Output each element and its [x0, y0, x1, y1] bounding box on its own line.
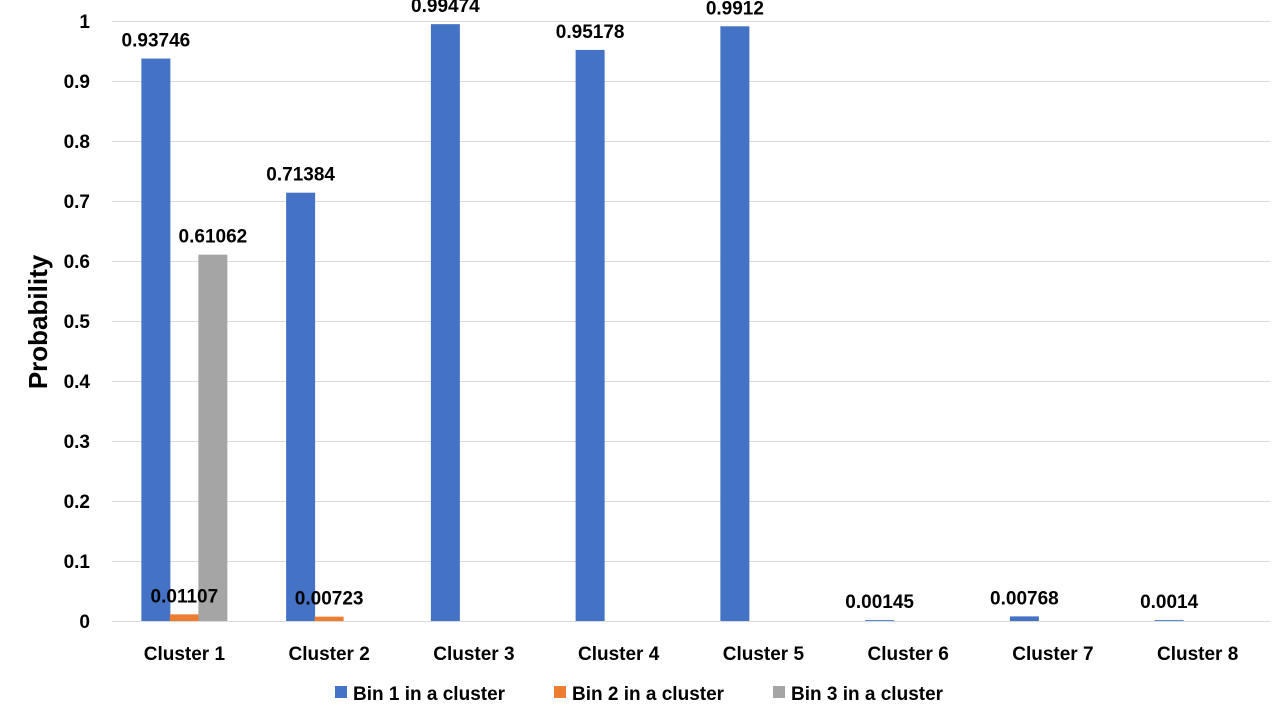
data-label: 0.9912 — [706, 0, 764, 19]
data-label: 0.00145 — [845, 592, 914, 613]
gridlines — [112, 21, 1270, 562]
y-axis-ticks: 0 0.1 0.2 0.3 0.4 0.5 0.6 0.7 0.8 0.9 1 — [64, 12, 91, 633]
y-tick-label: 0.8 — [64, 132, 90, 153]
x-tick-label: Cluster 1 — [144, 644, 226, 665]
x-tick-label: Cluster 3 — [433, 644, 514, 665]
bar — [141, 58, 171, 622]
data-label: 0.00768 — [990, 588, 1059, 609]
legend-swatch — [335, 686, 347, 698]
data-label: 0.01107 — [151, 586, 219, 607]
data-label: 0.00723 — [295, 589, 364, 610]
x-axis-ticks: Cluster 1 Cluster 2 Cluster 3 Cluster 4 Clus… — [144, 644, 1239, 665]
bar — [720, 26, 750, 621]
legend: Bin 1 in a cluster Bin 2 in a cluster Bin … — [335, 684, 944, 705]
data-label: 0.71384 — [266, 165, 335, 186]
data-label: 0.0014 — [1140, 592, 1199, 613]
y-tick-label: 0.7 — [64, 192, 90, 213]
y-tick-label: 0.5 — [64, 312, 91, 333]
y-tick-label: 0.1 — [64, 552, 91, 573]
y-tick-label: 1 — [79, 12, 90, 33]
bar — [169, 614, 199, 621]
y-tick-label: 0.3 — [64, 432, 90, 453]
data-label: 0.93746 — [122, 31, 191, 52]
data-labels: 0.93746 0.01107 0.61062 0.71384 0.00723 0.994… — [122, 0, 1199, 613]
bar — [865, 620, 895, 621]
bar — [1154, 620, 1184, 621]
data-label: 0.95178 — [556, 22, 625, 43]
legend-swatch — [554, 686, 566, 698]
y-tick-label: 0.2 — [64, 492, 90, 513]
legend-label: Bin 1 in a cluster — [353, 684, 506, 705]
legend-label: Bin 3 in a cluster — [791, 684, 944, 705]
y-tick-label: 0 — [79, 612, 90, 633]
legend-swatch — [773, 686, 785, 698]
y-tick-label: 0.9 — [64, 72, 90, 93]
bar — [1009, 616, 1039, 621]
bar — [314, 616, 344, 621]
x-tick-label: Cluster 2 — [288, 644, 369, 665]
x-tick-label: Cluster 6 — [867, 644, 948, 665]
bar — [575, 49, 605, 621]
data-label: 0.99474 — [411, 0, 480, 17]
y-axis-label: Probability — [23, 254, 53, 389]
bars — [141, 24, 1184, 622]
x-tick-label: Cluster 8 — [1157, 644, 1238, 665]
bar — [286, 192, 316, 622]
data-label: 0.61062 — [179, 227, 248, 248]
bar — [198, 254, 228, 622]
x-tick-label: Cluster 5 — [723, 644, 805, 665]
y-tick-label: 0.6 — [64, 252, 90, 273]
y-tick-label: 0.4 — [64, 372, 91, 393]
x-tick-label: Cluster 7 — [1012, 644, 1093, 665]
x-tick-label: Cluster 4 — [578, 644, 660, 665]
bar — [430, 24, 460, 621]
legend-label: Bin 2 in a cluster — [572, 684, 725, 705]
